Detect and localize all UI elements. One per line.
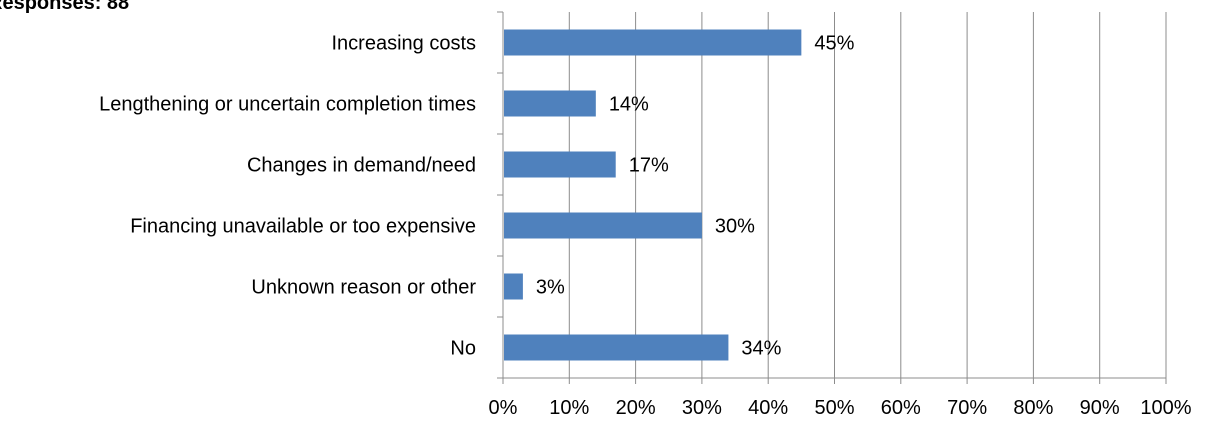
x-tick-label: 70% [947,397,987,417]
data-label: 30% [715,216,755,238]
data-label: 14% [609,94,649,116]
data-label: 17% [629,155,669,177]
bars [504,29,802,361]
x-tick-label: 40% [748,397,788,417]
bar [504,273,523,300]
x-tick-label: 80% [1013,397,1053,417]
category-label: Financing unavailable or too expensive [130,216,476,238]
x-tick-label: 60% [881,397,921,417]
category-label: Changes in demand/need [247,155,476,177]
data-label: 45% [814,33,854,55]
x-tick-label: 90% [1080,397,1120,417]
bar [504,212,702,239]
x-tick-label: 10% [549,397,589,417]
gridlines [568,12,1167,378]
labels: 0% 10% 20% 30% 40% 50% 60% 70% 80% 90% 100% Increas… [99,33,1192,420]
bar [504,90,596,117]
chart-title: Responses: 88 [0,0,130,14]
category-label: Lengthening or uncertain completion time… [99,94,476,116]
x-tick-label: 100% [1140,397,1191,417]
data-label: 34% [741,338,781,360]
bar [504,29,802,56]
x-tick-label: 30% [682,397,722,417]
bar [504,334,729,361]
x-tick-label: 0% [489,397,518,417]
axes [497,11,1167,384]
category-label: Increasing costs [331,33,476,55]
x-tick-label: 20% [616,397,656,417]
x-tick-label: 50% [814,397,854,417]
data-label: 3% [536,277,565,299]
category-label: Unknown reason or other [251,277,476,299]
category-label: No [450,338,476,360]
bar [504,151,616,178]
